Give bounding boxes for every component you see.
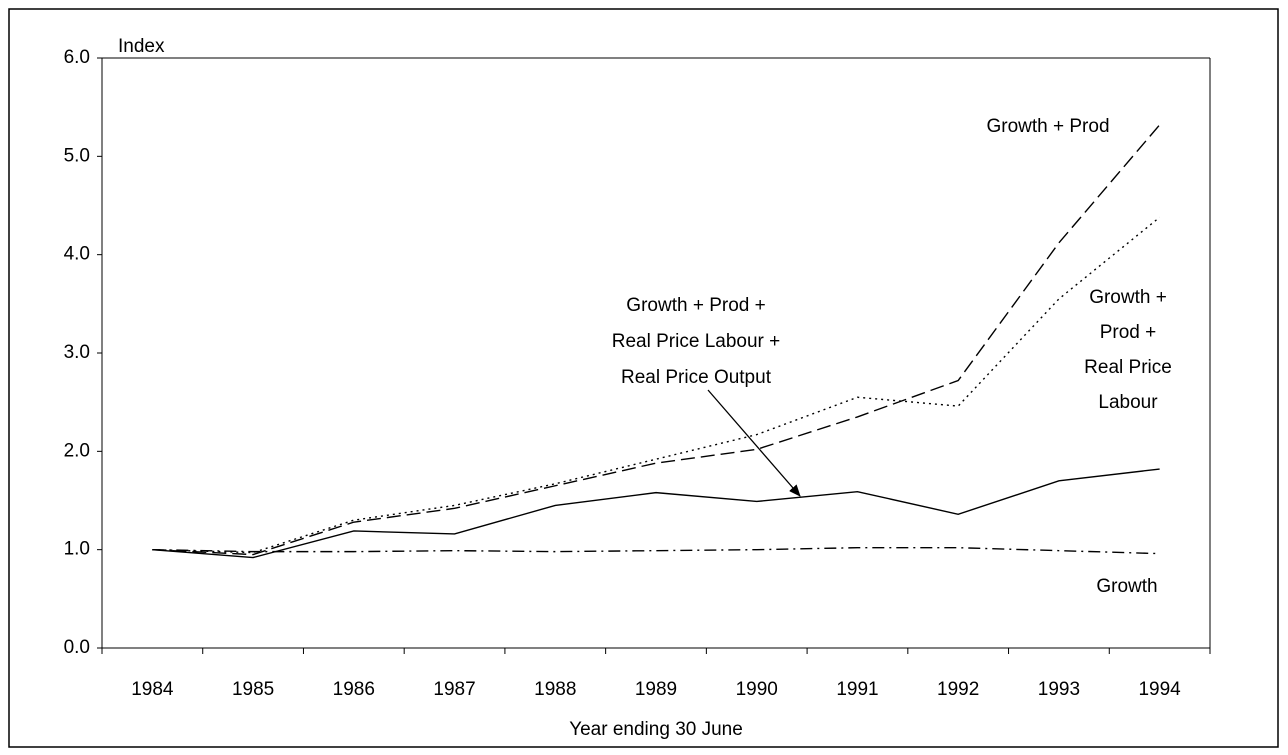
annotation: Real Price: [1084, 357, 1172, 378]
annotation: Growth +: [1089, 287, 1167, 308]
x-tick-label: 1986: [333, 679, 375, 700]
x-tick-label: 1991: [836, 679, 878, 700]
y-tick-label: 5.0: [64, 145, 90, 166]
x-tick-label: 1990: [736, 679, 778, 700]
x-axis-label: Year ending 30 June: [569, 719, 743, 740]
annotation: Growth: [1096, 576, 1157, 597]
annotation: Labour: [1098, 392, 1158, 413]
annotation-arrow: [707, 389, 801, 497]
y-tick-label: 0.0: [64, 637, 90, 658]
y-tick-label: 4.0: [64, 244, 90, 265]
x-tick-label: 1985: [232, 679, 274, 700]
annotation: Real Price Output: [621, 367, 772, 388]
series-line: [152, 124, 1161, 556]
annotation: Prod +: [1100, 322, 1157, 343]
series-line: [152, 216, 1161, 554]
series-line: [152, 547, 1160, 555]
x-tick-label: 1988: [534, 679, 576, 700]
chart-border: [8, 8, 1279, 748]
y-axis-label: Index: [118, 36, 165, 57]
y-tick-label: 2.0: [64, 440, 90, 461]
x-tick-label: 1992: [937, 679, 979, 700]
x-tick-label: 1993: [1038, 679, 1080, 700]
annotation: Growth + Prod +: [626, 295, 765, 316]
series-line: [152, 468, 1160, 559]
y-tick-label: 3.0: [64, 342, 90, 363]
x-tick-label: 1987: [433, 679, 475, 700]
annotation: Real Price Labour +: [612, 331, 780, 352]
x-tick-label: 1994: [1138, 679, 1181, 700]
y-tick-label: 1.0: [64, 539, 90, 560]
annotation: Growth + Prod: [986, 116, 1109, 137]
y-tick-label: 6.0: [64, 47, 90, 68]
x-tick-label: 1989: [635, 679, 677, 700]
x-tick-label: 1984: [131, 679, 174, 700]
